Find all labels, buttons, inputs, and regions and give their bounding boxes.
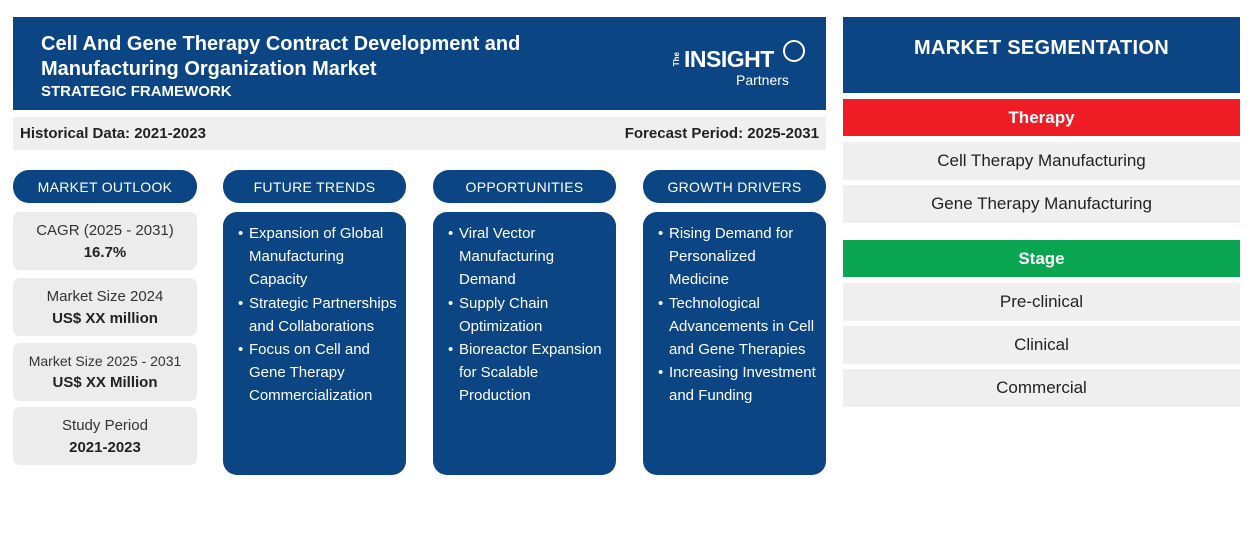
list-item: Technological Advancements in Cell and G… bbox=[658, 292, 818, 362]
segment-category-stage: Stage bbox=[843, 240, 1240, 277]
page-title: Cell And Gene Therapy Contract Developme… bbox=[41, 33, 521, 80]
growth-drivers-list: Rising Demand for Personalized Medicine … bbox=[643, 212, 826, 475]
outlook-card-label: Study Period bbox=[62, 417, 148, 434]
outlook-card-market-size-forecast: Market Size 2025 - 2031 US$ XX Million bbox=[13, 343, 197, 401]
segment-item: Commercial bbox=[843, 369, 1240, 407]
outlook-card-study-period: Study Period 2021-2023 bbox=[13, 407, 197, 465]
outlook-card-value: US$ XX million bbox=[52, 310, 158, 327]
list-item: Increasing Investment and Funding bbox=[658, 361, 818, 407]
list-item: Viral Vector Manufacturing Demand bbox=[448, 222, 608, 292]
list-item: Strategic Partnerships and Collaboration… bbox=[238, 292, 398, 338]
future-trends-list: Expansion of Global Manufacturing Capaci… bbox=[223, 212, 406, 475]
segment-item: Cell Therapy Manufacturing bbox=[843, 142, 1240, 180]
outlook-card-market-size-2024: Market Size 2024 US$ XX million bbox=[13, 278, 197, 336]
outlook-card-label: CAGR (2025 - 2031) bbox=[36, 222, 174, 239]
market-segmentation-header: MARKET SEGMENTATION bbox=[843, 17, 1240, 93]
insight-partners-logo: The INSIGHT Partners bbox=[672, 40, 812, 90]
future-trends-header: FUTURE TRENDS bbox=[223, 170, 406, 203]
page-subtitle: STRATEGIC FRAMEWORK bbox=[41, 83, 232, 100]
logo-partners-text: Partners bbox=[736, 72, 789, 88]
outlook-card-value: 16.7% bbox=[83, 244, 127, 261]
forecast-period-label: Forecast Period: 2025-2031 bbox=[624, 125, 819, 142]
outlook-card-label: Market Size 2025 - 2031 bbox=[28, 353, 182, 369]
segment-item: Pre-clinical bbox=[843, 283, 1240, 321]
logo-insight-text: INSIGHT bbox=[684, 46, 774, 72]
segment-item: Gene Therapy Manufacturing bbox=[843, 185, 1240, 223]
list-item: Focus on Cell and Gene Therapy Commercia… bbox=[238, 338, 398, 408]
outlook-card-label: Market Size 2024 bbox=[46, 288, 164, 305]
market-outlook-header: MARKET OUTLOOK bbox=[13, 170, 197, 203]
segment-item: Clinical bbox=[843, 326, 1240, 364]
segment-category-therapy: Therapy bbox=[843, 99, 1240, 136]
list-item: Bioreactor Expansion for Scalable Produc… bbox=[448, 338, 608, 408]
list-item: Supply Chain Optimization bbox=[448, 292, 608, 338]
opportunities-header: OPPORTUNITIES bbox=[433, 170, 616, 203]
outlook-card-cagr: CAGR (2025 - 2031) 16.7% bbox=[13, 212, 197, 270]
outlook-card-value: US$ XX Million bbox=[52, 374, 158, 391]
list-item: Rising Demand for Personalized Medicine bbox=[658, 222, 818, 292]
outlook-card-value: 2021-2023 bbox=[69, 439, 141, 456]
list-item: Expansion of Global Manufacturing Capaci… bbox=[238, 222, 398, 292]
period-band bbox=[13, 117, 826, 150]
historical-data-label: Historical Data: 2021-2023 bbox=[20, 125, 206, 142]
header-banner bbox=[13, 17, 826, 110]
logo-the-text: The bbox=[672, 52, 681, 67]
logo-ring-icon bbox=[783, 40, 805, 62]
growth-drivers-header: GROWTH DRIVERS bbox=[643, 170, 826, 203]
opportunities-list: Viral Vector Manufacturing Demand Supply… bbox=[433, 212, 616, 475]
